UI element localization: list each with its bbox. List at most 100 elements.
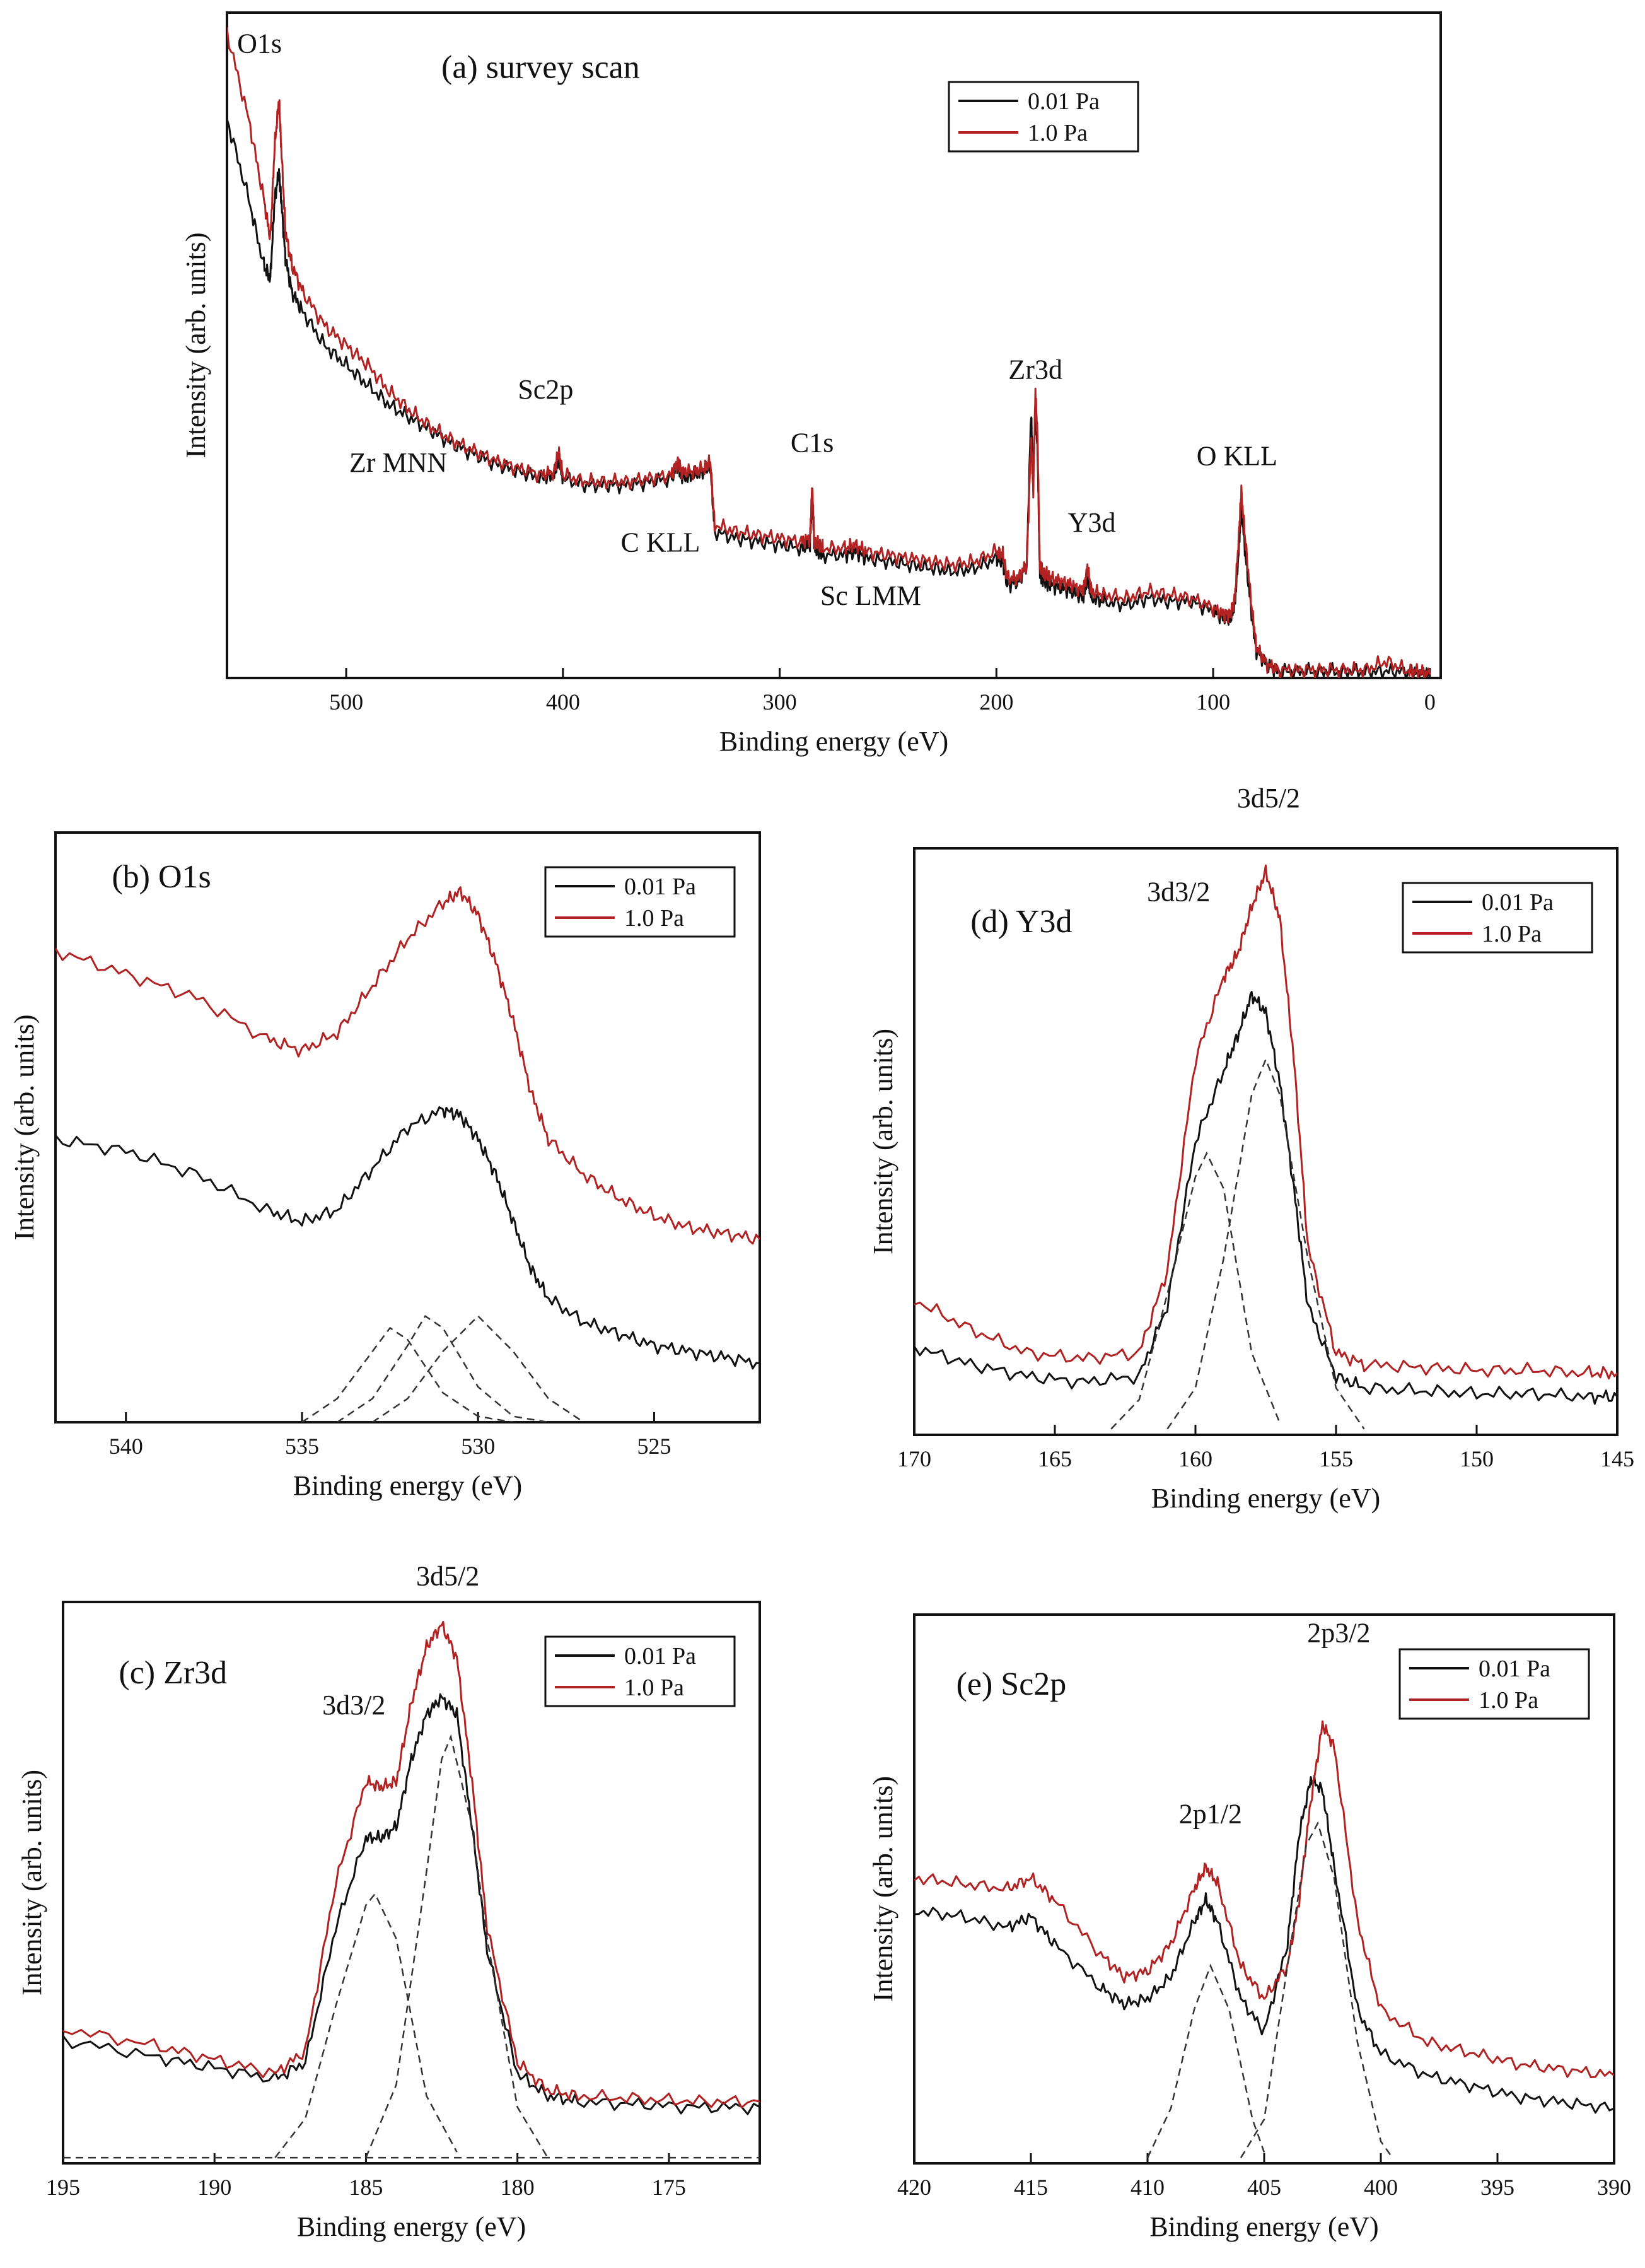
legend-box <box>1398 1648 1590 1720</box>
legend-label: 1.0 Pa <box>1482 921 1542 947</box>
peak-annotation: 3d3/2 <box>322 1690 385 1721</box>
series-line-0-01-Pa <box>914 991 1617 1405</box>
legend-box <box>544 866 736 938</box>
chart-c: 195 190 185 180 175 Binding energy (eV) Intens… <box>16 1560 761 2242</box>
fit-curve <box>301 1326 514 1422</box>
series-line-0-01-Pa <box>55 1106 760 1370</box>
x-tick-label: 530 <box>461 1434 495 1459</box>
legend: 0.01 Pa 1.0 Pa <box>1398 1648 1590 1720</box>
peak-annotation: Sc LMM <box>820 580 921 611</box>
x-axis-label: Binding energy (eV) <box>297 2211 526 2242</box>
y-axis-label: Intensity (arb. units) <box>180 232 211 458</box>
peak-annotation: C1s <box>791 427 834 458</box>
legend: 0.01 Pa 1.0 Pa <box>544 866 736 938</box>
legend-box <box>948 81 1139 153</box>
x-tick-label: 170 <box>897 1446 931 1471</box>
x-axis-label: Binding energy (eV) <box>1149 2211 1378 2242</box>
legend-label: 0.01 Pa <box>624 1643 696 1669</box>
peak-annotation: Zr MNN <box>349 447 447 478</box>
x-tick-label: 150 <box>1460 1446 1494 1471</box>
x-axis-label: Binding energy (eV) <box>719 726 948 757</box>
series-line-0-01-Pa <box>914 1775 1614 2114</box>
x-axis-label: Binding energy (eV) <box>1151 1483 1380 1514</box>
x-tick-label: 185 <box>349 2175 383 2200</box>
x-tick-label: 160 <box>1178 1446 1212 1471</box>
y-axis-label: Intensity (arb. units) <box>868 1776 898 2002</box>
fit-curve <box>371 1314 584 1422</box>
x-tick-label: 405 <box>1247 2175 1281 2200</box>
x-tick-label: 395 <box>1480 2175 1514 2200</box>
peak-annotation: O1s <box>237 28 282 59</box>
series-line-1-0-Pa <box>63 1620 760 2108</box>
legend-label: 0.01 Pa <box>1482 889 1554 916</box>
legend-box <box>544 1635 736 1707</box>
legend-label: 0.01 Pa <box>624 874 696 900</box>
peak-annotation: Y3d <box>1068 507 1116 538</box>
peak-annotation: Sc2p <box>518 374 573 405</box>
chart-title: (a) survey scan <box>441 49 640 85</box>
plot-frame <box>226 11 1442 679</box>
legend-label: 0.01 Pa <box>1479 1656 1550 1682</box>
legend-label: 0.01 Pa <box>1028 88 1100 115</box>
fit-curve <box>274 1892 458 2158</box>
x-tick-label: 500 <box>329 689 363 715</box>
chart-title: (b) O1s <box>112 859 211 895</box>
x-tick-label: 400 <box>546 689 580 715</box>
x-tick-label: 525 <box>637 1434 671 1459</box>
x-tick-label: 190 <box>197 2175 231 2200</box>
plot-frame <box>62 1601 761 2165</box>
legend-label: 1.0 Pa <box>1028 120 1088 146</box>
fit-curve <box>1240 1821 1393 2159</box>
chart-d: 170 165 160 155 150 145 Binding energy (eV) Int… <box>868 783 1634 1514</box>
peak-annotation: Zr3d <box>1008 354 1062 385</box>
fit-curve <box>337 1314 549 1422</box>
series-line-1-0-Pa <box>227 27 1431 678</box>
plot-area <box>55 886 760 1422</box>
fit-curve <box>365 1734 549 2158</box>
plot-frame <box>54 831 761 1423</box>
peak-annotation: 3d5/2 <box>416 1560 479 1591</box>
legend: 0.01 Pa 1.0 Pa <box>948 81 1139 153</box>
x-tick-label: 300 <box>763 689 797 715</box>
x-tick-label: 165 <box>1038 1446 1072 1471</box>
chart-e: 420 415 410 405 400 395 390 Binding energy (eV)… <box>868 1613 1631 2242</box>
x-axis-label: Binding energy (eV) <box>293 1470 522 1501</box>
series-line-1-0-Pa <box>914 1720 1614 2078</box>
x-tick-label: 175 <box>652 2175 686 2200</box>
x-tick-label: 100 <box>1196 689 1230 715</box>
plot-area <box>227 27 1431 678</box>
legend: 0.01 Pa 1.0 Pa <box>544 1635 736 1707</box>
legend-label: 1.0 Pa <box>624 1675 684 1701</box>
fit-curve <box>1110 1151 1281 1430</box>
peak-annotation: O KLL <box>1197 440 1277 471</box>
chart-a: 500 400 300 200 100 0 Binding energy (eV) Inten… <box>180 11 1442 757</box>
peak-annotation: 2p3/2 <box>1307 1618 1370 1649</box>
x-tick-label: 390 <box>1597 2175 1631 2200</box>
chart-title: (e) Sc2p <box>956 1666 1067 1702</box>
chart-title: (d) Y3d <box>970 904 1072 940</box>
fit-curve <box>1146 1963 1265 2158</box>
x-tick-label: 155 <box>1319 1446 1353 1471</box>
x-tick-label: 535 <box>285 1434 319 1459</box>
legend-box <box>1402 882 1593 954</box>
x-tick-label: 540 <box>109 1434 143 1459</box>
legend-label: 1.0 Pa <box>624 905 684 932</box>
series-line-0-01-Pa <box>227 119 1431 678</box>
legend-label: 1.0 Pa <box>1479 1687 1538 1714</box>
y-axis-label: Intensity (arb. units) <box>868 1029 898 1254</box>
plot-area <box>914 864 1617 1430</box>
plot-area <box>63 1620 760 2159</box>
x-tick-label: 195 <box>46 2175 80 2200</box>
x-tick-label: 400 <box>1364 2175 1398 2200</box>
plot-area <box>914 1720 1614 2159</box>
peak-annotation: 3d5/2 <box>1237 783 1300 814</box>
x-tick-label: 415 <box>1014 2175 1048 2200</box>
plot-frame <box>913 847 1619 1436</box>
chart-title: (c) Zr3d <box>119 1655 227 1691</box>
x-tick-label: 0 <box>1424 689 1436 715</box>
series-line-1-0-Pa <box>914 864 1617 1380</box>
x-tick-label: 410 <box>1131 2175 1165 2200</box>
x-tick-label: 420 <box>897 2175 931 2200</box>
chart-b: 540 535 530 525 Binding energy (eV) Intensity… <box>9 831 761 1501</box>
peak-annotation: C KLL <box>621 527 700 558</box>
